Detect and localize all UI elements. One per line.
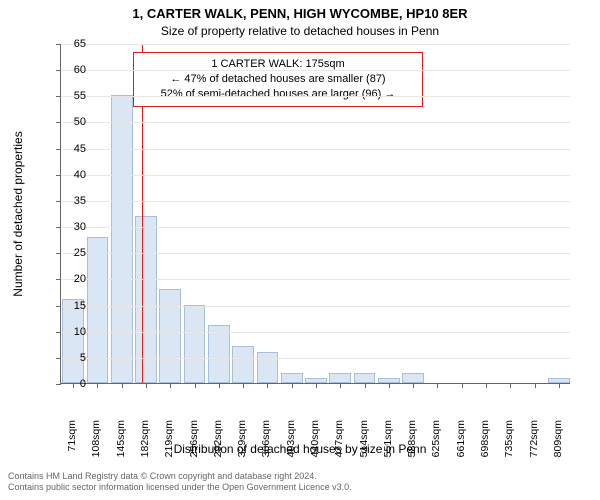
grid-line bbox=[61, 96, 570, 97]
chart-subtitle: Size of property relative to detached ho… bbox=[0, 24, 600, 38]
xtick-mark bbox=[219, 383, 220, 388]
histogram-bar bbox=[257, 352, 279, 383]
xtick-mark bbox=[389, 383, 390, 388]
grid-line bbox=[61, 279, 570, 280]
histogram-bar bbox=[87, 237, 109, 383]
ytick-label: 20 bbox=[60, 273, 86, 285]
xtick-label: 772sqm bbox=[528, 420, 540, 470]
xtick-label: 440sqm bbox=[309, 420, 321, 470]
xtick-label: 588sqm bbox=[406, 420, 418, 470]
ytick-label: 5 bbox=[60, 352, 86, 364]
ytick-label: 10 bbox=[60, 326, 86, 338]
histogram-chart: 1, CARTER WALK, PENN, HIGH WYCOMBE, HP10… bbox=[0, 0, 600, 500]
histogram-bar bbox=[354, 373, 376, 383]
ytick-label: 65 bbox=[60, 38, 86, 50]
histogram-bar bbox=[329, 373, 351, 383]
xtick-mark bbox=[559, 383, 560, 388]
xtick-mark bbox=[486, 383, 487, 388]
grid-line bbox=[61, 201, 570, 202]
ytick-label: 45 bbox=[60, 143, 86, 155]
ytick-label: 15 bbox=[60, 300, 86, 312]
xtick-label: 108sqm bbox=[90, 420, 102, 470]
xtick-label: 366sqm bbox=[260, 420, 272, 470]
annotation-line: ← 47% of detached houses are smaller (87… bbox=[142, 72, 414, 87]
xtick-label: 809sqm bbox=[552, 420, 564, 470]
histogram-bar bbox=[111, 95, 133, 383]
grid-line bbox=[61, 122, 570, 123]
chart-title: 1, CARTER WALK, PENN, HIGH WYCOMBE, HP10… bbox=[0, 6, 600, 21]
grid-line bbox=[61, 70, 570, 71]
xtick-label: 71sqm bbox=[66, 420, 78, 470]
xtick-label: 625sqm bbox=[430, 420, 442, 470]
xtick-label: 661sqm bbox=[455, 420, 467, 470]
annotation-box: 1 CARTER WALK: 175sqm← 47% of detached h… bbox=[133, 52, 423, 107]
xtick-label: 256sqm bbox=[188, 420, 200, 470]
histogram-bar bbox=[402, 373, 424, 383]
xtick-mark bbox=[292, 383, 293, 388]
grid-line bbox=[61, 332, 570, 333]
xtick-mark bbox=[437, 383, 438, 388]
xtick-mark bbox=[97, 383, 98, 388]
grid-line bbox=[61, 149, 570, 150]
histogram-bar bbox=[281, 373, 303, 383]
xtick-mark bbox=[340, 383, 341, 388]
xtick-mark bbox=[195, 383, 196, 388]
xtick-label: 698sqm bbox=[479, 420, 491, 470]
xtick-label: 292sqm bbox=[212, 420, 224, 470]
xtick-label: 219sqm bbox=[163, 420, 175, 470]
attribution-footer: Contains HM Land Registry data © Crown c… bbox=[8, 471, 352, 494]
ytick-label: 0 bbox=[60, 378, 86, 390]
footer-line-1: Contains HM Land Registry data © Crown c… bbox=[8, 471, 352, 483]
xtick-mark bbox=[267, 383, 268, 388]
xtick-mark bbox=[316, 383, 317, 388]
grid-line bbox=[61, 227, 570, 228]
xtick-label: 145sqm bbox=[115, 420, 127, 470]
xtick-label: 477sqm bbox=[333, 420, 345, 470]
xtick-mark bbox=[122, 383, 123, 388]
ytick-label: 50 bbox=[60, 116, 86, 128]
grid-line bbox=[61, 175, 570, 176]
grid-line bbox=[61, 44, 570, 45]
annotation-line: 52% of semi-detached houses are larger (… bbox=[142, 87, 414, 102]
xtick-label: 514sqm bbox=[358, 420, 370, 470]
y-axis-label: Number of detached properties bbox=[11, 131, 25, 296]
ytick-label: 60 bbox=[60, 64, 86, 76]
histogram-bar bbox=[184, 305, 206, 383]
xtick-mark bbox=[535, 383, 536, 388]
xtick-mark bbox=[146, 383, 147, 388]
ytick-label: 40 bbox=[60, 169, 86, 181]
ytick-label: 25 bbox=[60, 247, 86, 259]
xtick-label: 735sqm bbox=[503, 420, 515, 470]
plot-area: 1 CARTER WALK: 175sqm← 47% of detached h… bbox=[60, 44, 570, 384]
xtick-label: 403sqm bbox=[285, 420, 297, 470]
grid-line bbox=[61, 253, 570, 254]
xtick-mark bbox=[243, 383, 244, 388]
footer-line-2: Contains public sector information licen… bbox=[8, 482, 352, 494]
xtick-label: 551sqm bbox=[382, 420, 394, 470]
xtick-mark bbox=[170, 383, 171, 388]
histogram-bar bbox=[208, 325, 230, 383]
histogram-bar bbox=[232, 346, 254, 383]
ytick-label: 35 bbox=[60, 195, 86, 207]
grid-line bbox=[61, 306, 570, 307]
histogram-bar bbox=[159, 289, 181, 383]
ytick-label: 55 bbox=[60, 90, 86, 102]
xtick-mark bbox=[510, 383, 511, 388]
histogram-bar bbox=[62, 299, 84, 383]
xtick-mark bbox=[462, 383, 463, 388]
grid-line bbox=[61, 358, 570, 359]
xtick-label: 182sqm bbox=[139, 420, 151, 470]
xtick-label: 329sqm bbox=[236, 420, 248, 470]
ytick-label: 30 bbox=[60, 221, 86, 233]
xtick-mark bbox=[413, 383, 414, 388]
xtick-mark bbox=[365, 383, 366, 388]
